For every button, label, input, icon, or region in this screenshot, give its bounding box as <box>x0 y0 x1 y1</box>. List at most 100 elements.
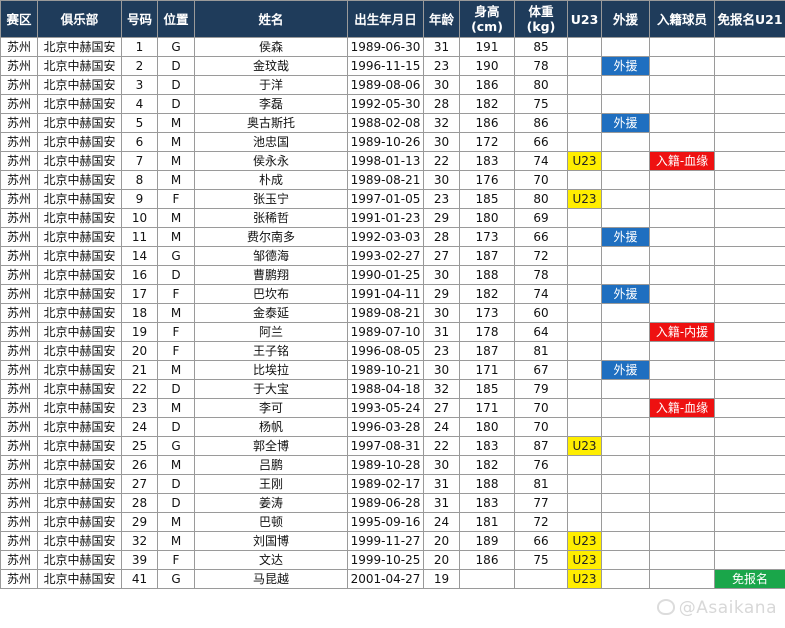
cell-name: 阿兰 <box>194 322 348 342</box>
cell-exempt-u21: 免报名 <box>714 569 785 589</box>
cell-zone: 苏州 <box>0 436 38 456</box>
cell-position: D <box>157 94 195 114</box>
cell-number: 1 <box>121 37 158 57</box>
cell-weight: 70 <box>514 417 568 437</box>
cell-foreign <box>601 246 650 266</box>
table-row: 苏州 北京中赫国安 26 M 吕鹏 1989-10-28 30 182 76 <box>0 455 785 475</box>
cell-age: 27 <box>423 398 460 418</box>
cell-weight: 80 <box>514 75 568 95</box>
cell-birthdate: 1998-01-13 <box>347 151 424 171</box>
cell-age: 30 <box>423 75 460 95</box>
cell-u23 <box>567 94 602 114</box>
cell-naturalized <box>649 75 715 95</box>
cell-club: 北京中赫国安 <box>37 113 122 133</box>
cell-naturalized <box>649 417 715 437</box>
cell-weight: 81 <box>514 341 568 361</box>
cell-naturalized <box>649 531 715 551</box>
header-row: 赛区 俱乐部 号码 位置 姓名 出生年月日 年龄 身高 (cm) 体重 (kg)… <box>0 0 785 38</box>
cell-position: M <box>157 455 195 475</box>
cell-age: 30 <box>423 132 460 152</box>
cell-height: 183 <box>459 436 515 456</box>
cell-age: 29 <box>423 284 460 304</box>
cell-position: M <box>157 208 195 228</box>
cell-naturalized <box>649 94 715 114</box>
cell-name: 于大宝 <box>194 379 348 399</box>
cell-u23 <box>567 322 602 342</box>
cell-position: G <box>157 569 195 589</box>
cell-u23 <box>567 37 602 57</box>
cell-exempt-u21 <box>714 265 785 285</box>
cell-club: 北京中赫国安 <box>37 360 122 380</box>
cell-zone: 苏州 <box>0 455 38 475</box>
cell-name: 金玟哉 <box>194 56 348 76</box>
header-birthdate: 出生年月日 <box>347 0 424 38</box>
cell-height: 186 <box>459 550 515 570</box>
cell-foreign <box>601 170 650 190</box>
cell-name: 刘国博 <box>194 531 348 551</box>
table-row: 苏州 北京中赫国安 5 M 奥古斯托 1988-02-08 32 186 86 外援 <box>0 113 785 133</box>
cell-club: 北京中赫国安 <box>37 151 122 171</box>
cell-zone: 苏州 <box>0 417 38 437</box>
cell-height: 181 <box>459 512 515 532</box>
cell-name: 邹德海 <box>194 246 348 266</box>
cell-weight: 67 <box>514 360 568 380</box>
cell-age: 24 <box>423 512 460 532</box>
cell-foreign <box>601 265 650 285</box>
cell-foreign <box>601 569 650 589</box>
cell-position: F <box>157 284 195 304</box>
cell-number: 6 <box>121 132 158 152</box>
cell-birthdate: 1989-10-28 <box>347 455 424 475</box>
cell-u23 <box>567 455 602 475</box>
table-row: 苏州 北京中赫国安 4 D 李磊 1992-05-30 28 182 75 <box>0 94 785 114</box>
cell-position: F <box>157 189 195 209</box>
table-row: 苏州 北京中赫国安 2 D 金玟哉 1996-11-15 23 190 78 外援 <box>0 56 785 76</box>
cell-zone: 苏州 <box>0 113 38 133</box>
cell-name: 杨帆 <box>194 417 348 437</box>
cell-position: M <box>157 531 195 551</box>
cell-height: 186 <box>459 75 515 95</box>
weibo-icon <box>656 599 675 615</box>
cell-zone: 苏州 <box>0 493 38 513</box>
header-age: 年龄 <box>423 0 460 38</box>
cell-name: 姜涛 <box>194 493 348 513</box>
cell-foreign <box>601 151 650 171</box>
cell-naturalized <box>649 512 715 532</box>
cell-exempt-u21 <box>714 493 785 513</box>
cell-foreign <box>601 189 650 209</box>
cell-height <box>459 569 515 589</box>
cell-number: 32 <box>121 531 158 551</box>
header-club: 俱乐部 <box>37 0 122 38</box>
cell-foreign <box>601 417 650 437</box>
cell-birthdate: 1989-06-28 <box>347 493 424 513</box>
u23-badge: U23 <box>568 551 601 569</box>
cell-club: 北京中赫国安 <box>37 208 122 228</box>
table-row: 苏州 北京中赫国安 22 D 于大宝 1988-04-18 32 185 79 <box>0 379 785 399</box>
cell-birthdate: 1992-05-30 <box>347 94 424 114</box>
cell-height: 187 <box>459 341 515 361</box>
cell-club: 北京中赫国安 <box>37 398 122 418</box>
cell-age: 22 <box>423 151 460 171</box>
cell-zone: 苏州 <box>0 151 38 171</box>
cell-u23: U23 <box>567 151 602 171</box>
cell-number: 39 <box>121 550 158 570</box>
table-row: 苏州 北京中赫国安 17 F 巴坎布 1991-04-11 29 182 74 外援 <box>0 284 785 304</box>
cell-naturalized <box>649 246 715 266</box>
cell-naturalized <box>649 303 715 323</box>
cell-birthdate: 1989-02-17 <box>347 474 424 494</box>
cell-club: 北京中赫国安 <box>37 75 122 95</box>
cell-foreign <box>601 322 650 342</box>
cell-u23 <box>567 379 602 399</box>
cell-club: 北京中赫国安 <box>37 246 122 266</box>
u23-badge: U23 <box>568 190 601 208</box>
cell-number: 14 <box>121 246 158 266</box>
cell-u23 <box>567 265 602 285</box>
cell-foreign <box>601 455 650 475</box>
cell-height: 191 <box>459 37 515 57</box>
cell-number: 3 <box>121 75 158 95</box>
cell-zone: 苏州 <box>0 303 38 323</box>
cell-club: 北京中赫国安 <box>37 531 122 551</box>
cell-weight: 81 <box>514 474 568 494</box>
cell-height: 182 <box>459 284 515 304</box>
cell-number: 23 <box>121 398 158 418</box>
watermark: @Asaikana <box>656 598 777 618</box>
